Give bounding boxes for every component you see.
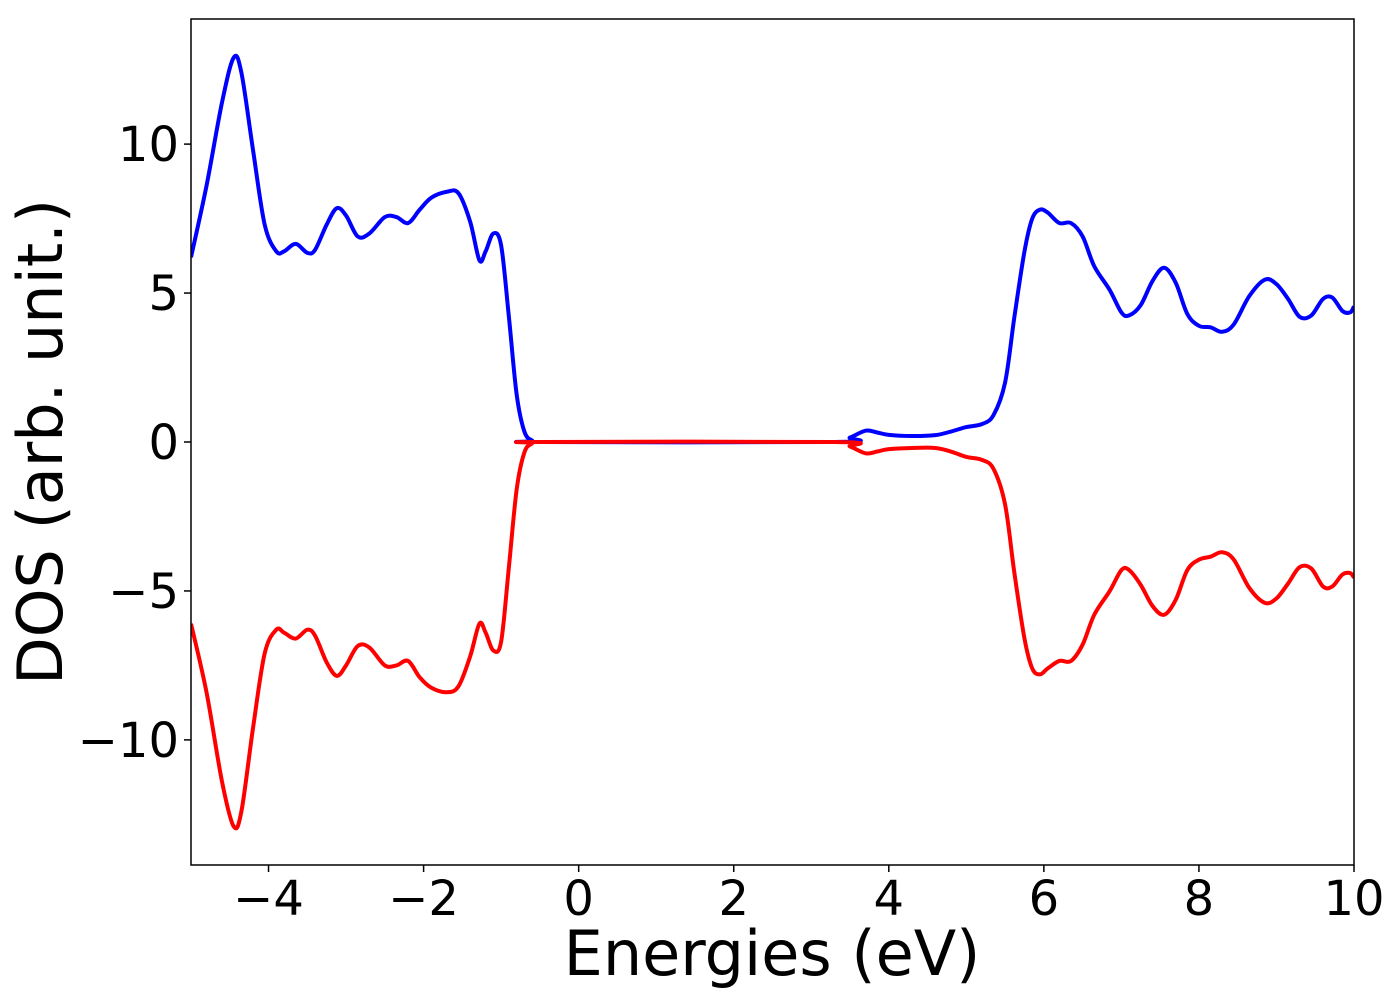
x-tick-label: 0 xyxy=(563,871,594,927)
y-tick-label: 5 xyxy=(148,266,179,322)
x-tick-label: 8 xyxy=(1184,871,1215,927)
x-tick-label: 10 xyxy=(1323,871,1384,927)
x-tick-label: 6 xyxy=(1029,871,1060,927)
y-tick-label: −5 xyxy=(108,564,179,620)
y-axis-label: DOS (arb. unit.) xyxy=(4,199,77,685)
x-tick-label: 2 xyxy=(718,871,749,927)
series-layer xyxy=(191,53,1354,831)
x-axis-label: Energies (eV) xyxy=(564,917,981,990)
y-tick-label: −10 xyxy=(78,713,179,769)
x-tick-label: −4 xyxy=(233,871,304,927)
series-line-2 xyxy=(191,439,1354,831)
x-tick-label: 4 xyxy=(874,871,905,927)
series-line-1 xyxy=(191,53,1354,445)
x-tick-label: −2 xyxy=(388,871,459,927)
y-tick-label: 10 xyxy=(118,117,179,173)
y-tick-label: 0 xyxy=(148,415,179,471)
x-axis: −4 −2 0 2 4 6 8 10 xyxy=(233,865,1385,927)
y-axis: −10 −5 0 5 10 xyxy=(78,117,191,769)
